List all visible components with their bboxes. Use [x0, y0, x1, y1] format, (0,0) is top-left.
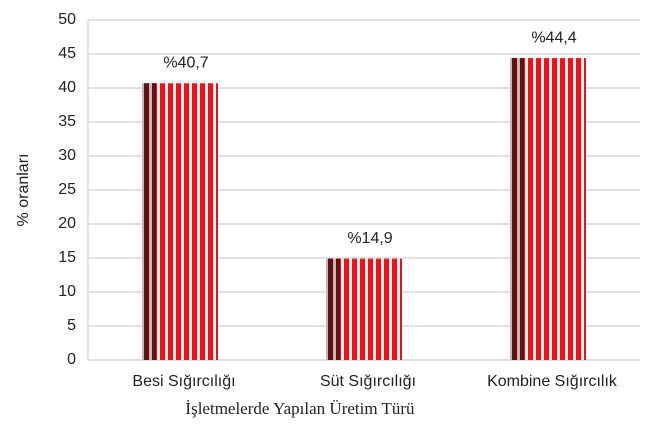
bar-shade	[510, 58, 524, 361]
y-tick-label: 25	[58, 181, 76, 198]
value-label: %14,9	[347, 230, 392, 247]
y-axis-label: % oranları	[15, 154, 32, 227]
x-tick-label: Besi Sığırcılığı	[132, 373, 235, 390]
y-tick-label: 0	[67, 351, 76, 368]
y-tick-label: 20	[58, 215, 76, 232]
y-tick-label: 40	[58, 79, 76, 96]
y-tick-label: 45	[58, 45, 76, 62]
y-tick-label: 50	[58, 11, 76, 28]
y-tick-label: 35	[58, 113, 76, 130]
y-tick-label: 30	[58, 147, 76, 164]
x-tick-label: Süt Sığırcılığı	[320, 373, 416, 390]
bar-shade	[142, 83, 156, 361]
x-axis-label: İşletmelerde Yapılan Üretim Türü	[185, 399, 415, 418]
x-tick-label: Kombine Sığırcılık	[487, 373, 618, 390]
value-label: %44,4	[531, 29, 576, 46]
bar-shade	[326, 258, 340, 360]
y-tick-label: 10	[58, 283, 76, 300]
value-label: %40,7	[163, 54, 208, 71]
y-tick-label: 15	[58, 249, 76, 266]
y-tick-label: 5	[67, 317, 76, 334]
